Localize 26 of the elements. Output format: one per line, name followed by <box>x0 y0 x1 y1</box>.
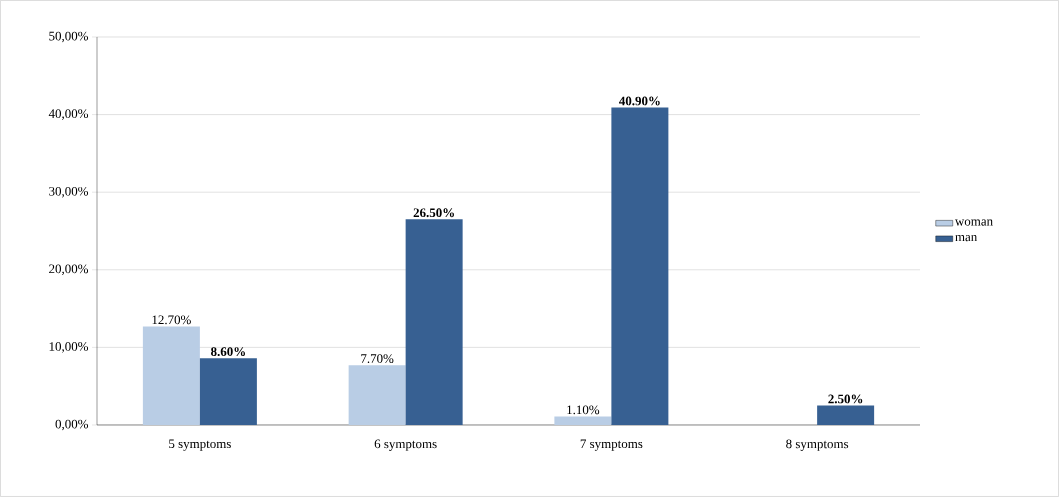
x-tick-label: 5 symptoms <box>169 439 231 451</box>
x-tick-label: 7 symptoms <box>580 439 643 451</box>
y-tick-label: 10,00% <box>49 342 89 353</box>
x-tick-label: 8 symptoms <box>786 439 849 451</box>
legend-label: man <box>955 234 978 242</box>
bar <box>611 107 669 425</box>
bar <box>199 358 257 425</box>
data-label: 12.70% <box>152 315 191 325</box>
bar <box>554 416 612 425</box>
y-tick-label: 30,00% <box>49 186 89 198</box>
data-label: 2.50% <box>828 394 863 404</box>
data-label: 40.90% <box>619 96 660 106</box>
data-label: 7.70% <box>361 354 394 364</box>
legend-label: woman <box>954 219 993 226</box>
bar <box>405 219 463 425</box>
bar <box>817 405 875 425</box>
x-tick-label: 6 symptoms <box>374 439 437 451</box>
y-tick-label: 0,00% <box>55 419 89 431</box>
bar <box>348 365 406 425</box>
y-tick-label: 40,00% <box>48 109 89 120</box>
bar <box>142 326 200 425</box>
y-tick-label: 20,00% <box>49 264 89 276</box>
y-tick-label: 50,00% <box>49 31 89 43</box>
data-label: 8.60% <box>211 347 245 357</box>
data-label: 26.50% <box>413 208 454 218</box>
data-label: 1.10% <box>567 405 600 415</box>
